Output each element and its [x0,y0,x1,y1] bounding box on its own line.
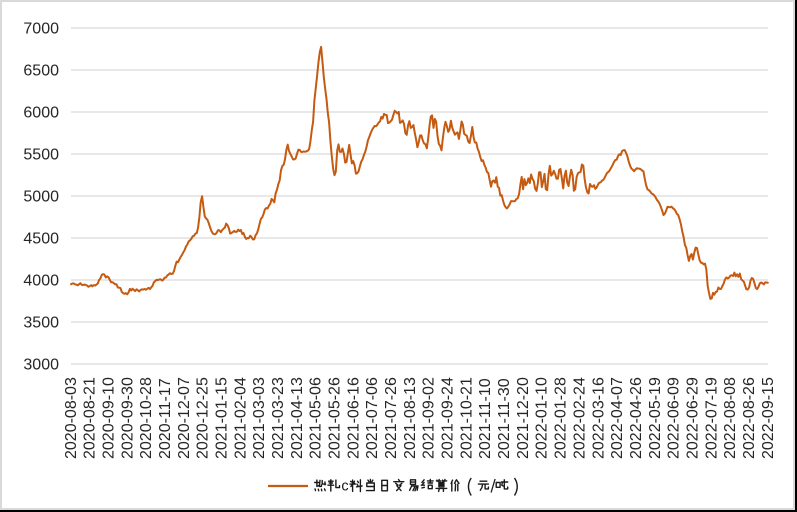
svg-text:2022-08-26: 2022-08-26 [741,377,758,459]
svg-text:2022-09-15: 2022-09-15 [760,377,777,459]
svg-text:2020-12-25: 2020-12-25 [195,377,212,459]
svg-text:2021-02-04: 2021-02-04 [232,377,249,459]
svg-text:3000: 3000 [23,357,59,374]
svg-text:2020-09-10: 2020-09-10 [101,377,118,459]
svg-text:6500: 6500 [23,63,59,80]
svg-text:2021-08-13: 2021-08-13 [402,377,419,459]
svg-text:2021-03-03: 2021-03-03 [251,377,268,459]
svg-text:2021-01-15: 2021-01-15 [214,377,231,459]
svg-text:c: c [341,479,348,495]
svg-text:2022-01-10: 2022-01-10 [534,377,551,459]
svg-text:4500: 4500 [23,231,59,248]
svg-text:2022-04-26: 2022-04-26 [628,377,645,459]
svg-text:2021-04-13: 2021-04-13 [289,377,306,459]
svg-text:2020-08-03: 2020-08-03 [63,377,80,459]
svg-text:2020-12-07: 2020-12-07 [176,377,193,459]
svg-text:2021-11-10: 2021-11-10 [477,378,494,459]
svg-text:2021-05-26: 2021-05-26 [327,377,344,459]
svg-text:2022-05-19: 2022-05-19 [647,377,664,459]
svg-text:2021-05-06: 2021-05-06 [308,377,325,459]
svg-text:2021-10-21: 2021-10-21 [458,377,475,459]
svg-text:2022-06-09: 2022-06-09 [666,377,683,459]
svg-text:5500: 5500 [23,147,59,164]
svg-text:2022-07-19: 2022-07-19 [703,377,720,459]
svg-text:5000: 5000 [23,189,59,206]
svg-text:2021-09-24: 2021-09-24 [440,377,457,459]
svg-text:2020-11-17: 2020-11-17 [157,378,174,459]
svg-text:2021-12-20: 2021-12-20 [515,377,532,459]
svg-text:2021-11-30: 2021-11-30 [496,378,513,459]
svg-text:2021-09-02: 2021-09-02 [421,377,438,459]
svg-text:2022-03-16: 2022-03-16 [590,377,607,459]
svg-text:2020-09-30: 2020-09-30 [119,377,136,459]
svg-text:2021-03-23: 2021-03-23 [270,377,287,459]
svg-text:2022-08-08: 2022-08-08 [722,377,739,459]
svg-text:2021-07-26: 2021-07-26 [383,377,400,459]
svg-text:2022-06-29: 2022-06-29 [684,377,701,459]
svg-text:2021-07-06: 2021-07-06 [364,377,381,459]
svg-text:6000: 6000 [23,105,59,122]
svg-text:3500: 3500 [23,315,59,332]
svg-text:2021-06-16: 2021-06-16 [345,377,362,459]
svg-text:4000: 4000 [23,273,59,290]
svg-text:2022-01-28: 2022-01-28 [553,377,570,459]
svg-text:2022-04-07: 2022-04-07 [609,377,626,459]
svg-text:7000: 7000 [23,21,59,38]
svg-text:2020-08-21: 2020-08-21 [82,377,99,459]
svg-text:2022-02-24: 2022-02-24 [571,377,588,459]
svg-text:2020-10-28: 2020-10-28 [138,377,155,459]
